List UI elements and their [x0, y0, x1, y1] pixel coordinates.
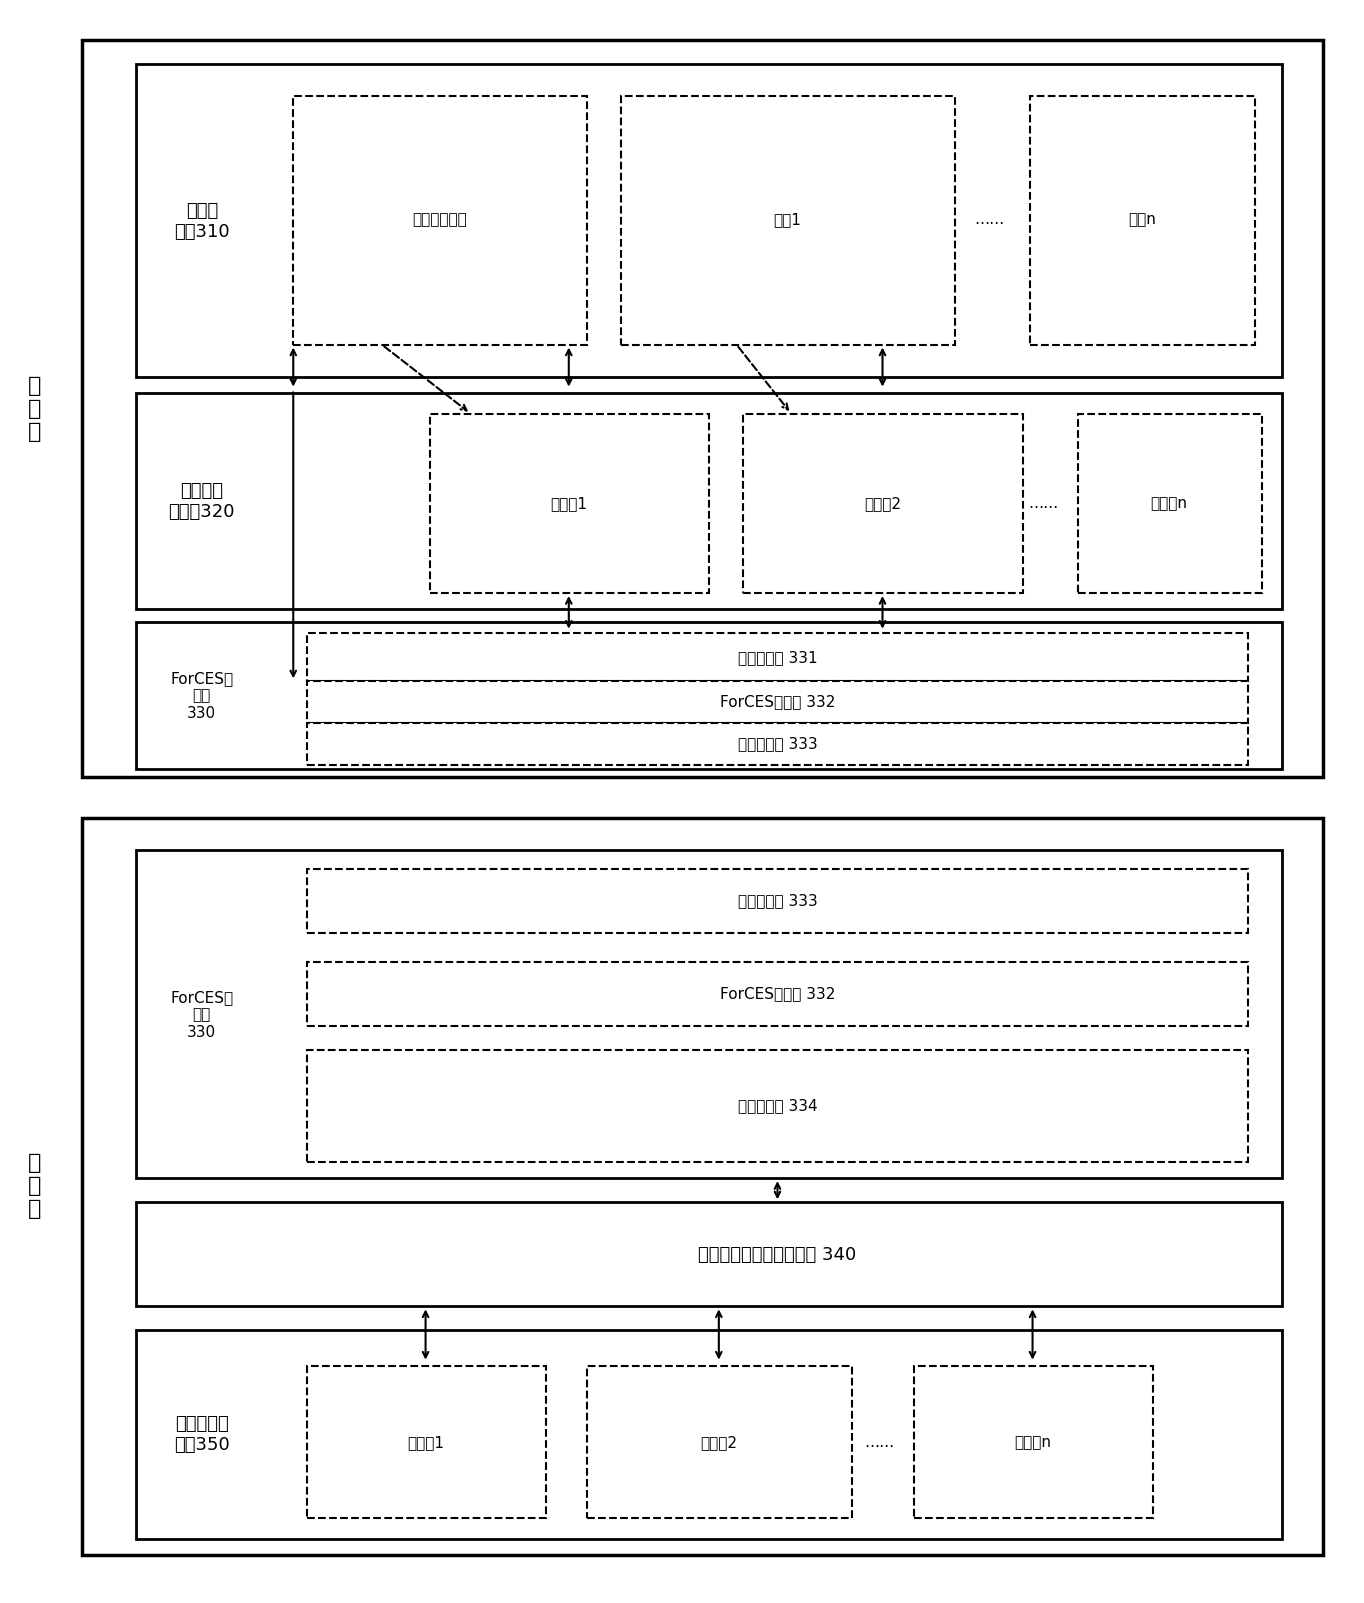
Bar	[430, 414, 709, 593]
Bar	[1078, 414, 1262, 593]
Text: 应用服务
适配层320: 应用服务 适配层320	[169, 483, 235, 521]
Text: ……: ……	[1028, 495, 1058, 511]
Bar	[82, 40, 1323, 777]
Text: ForCES协议层 332: ForCES协议层 332	[720, 986, 835, 1002]
Text: 适配件n: 适配件n	[1150, 495, 1188, 511]
Text: 适配件1: 适配件1	[550, 495, 588, 511]
Text: 资源功能层 334: 资源功能层 334	[738, 1098, 817, 1114]
Text: 应用服
务层310: 应用服 务层310	[175, 202, 229, 240]
Text: ForCES协议层 332: ForCES协议层 332	[720, 694, 835, 710]
Text: 传输映射层 333: 传输映射层 333	[738, 893, 817, 909]
Text: 逻辑功能模
块层350: 逻辑功能模 块层350	[175, 1415, 229, 1454]
Bar	[293, 96, 587, 345]
Bar	[307, 681, 1248, 723]
Text: 转
发
件: 转 发 件	[27, 1153, 41, 1220]
Bar	[136, 1330, 1282, 1539]
Bar	[743, 414, 1023, 593]
Text: 控
制
件: 控 制 件	[27, 375, 41, 442]
Bar	[136, 393, 1282, 609]
Text: 适配件2: 适配件2	[863, 495, 902, 511]
Text: 逻辑功能模块抽象适配层 340: 逻辑功能模块抽象适配层 340	[698, 1246, 857, 1265]
Bar	[307, 962, 1248, 1026]
Text: 功能块1: 功能块1	[406, 1435, 445, 1451]
Text: ForCES中
间件
330: ForCES中 间件 330	[170, 670, 233, 721]
Bar	[307, 633, 1248, 681]
Text: ……: ……	[865, 1435, 895, 1451]
Bar	[82, 818, 1323, 1555]
Text: 服务1: 服务1	[773, 212, 801, 228]
Bar	[1030, 96, 1255, 345]
Bar	[587, 1366, 852, 1518]
Text: ForCES中
间件
330: ForCES中 间件 330	[170, 989, 233, 1040]
Bar	[914, 1366, 1153, 1518]
Text: 功能块2: 功能块2	[700, 1435, 738, 1451]
Text: 用户中央管理: 用户中央管理	[412, 212, 468, 228]
Bar	[136, 850, 1282, 1178]
Bar	[621, 96, 955, 345]
Bar	[307, 723, 1248, 765]
Text: 传输映射层 333: 传输映射层 333	[738, 736, 817, 752]
Bar	[136, 64, 1282, 377]
Bar	[307, 1050, 1248, 1162]
Text: 服务n: 服务n	[1128, 212, 1157, 228]
Bar	[307, 869, 1248, 933]
Text: ……: ……	[974, 212, 1004, 228]
Bar	[307, 1366, 546, 1518]
Bar	[136, 1202, 1282, 1306]
Bar	[136, 622, 1282, 769]
Text: 功能块n: 功能块n	[1013, 1435, 1052, 1451]
Text: 应用功能层 331: 应用功能层 331	[738, 649, 817, 665]
